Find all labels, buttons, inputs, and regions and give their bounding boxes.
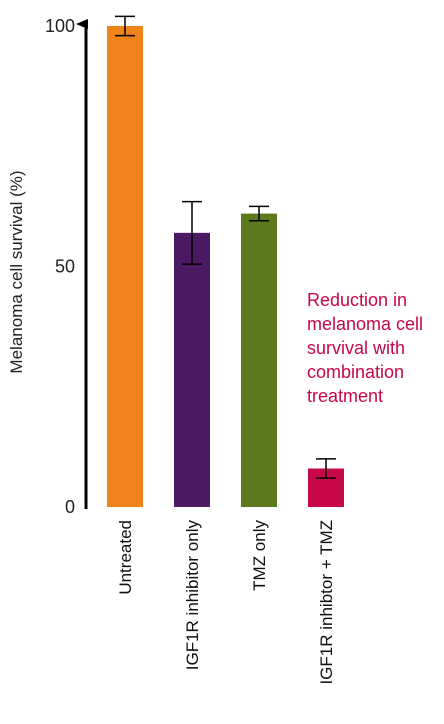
category-label-2: IGF1R inhibitor only xyxy=(183,520,202,671)
category-label-4: IGF1R inhibtor + TMZ xyxy=(317,520,336,685)
error-bar-1 xyxy=(115,15,135,37)
annotation-line-5: treatment xyxy=(307,386,383,406)
bar-2 xyxy=(174,232,210,507)
bar-1 xyxy=(107,26,143,507)
y-tick-labels: 0 50 100 xyxy=(45,16,75,517)
error-bar-3 xyxy=(249,205,269,222)
y-tick-label-50: 50 xyxy=(55,257,75,277)
annotation-line-1: Reduction in xyxy=(307,290,407,310)
y-axis-title: Melanoma cell survival (%) xyxy=(7,170,26,373)
error-bars-layer xyxy=(115,15,336,479)
bars-layer xyxy=(107,26,344,507)
error-bar-2 xyxy=(182,200,202,265)
bar-3 xyxy=(241,213,277,507)
category-labels: Untreated IGF1R inhibitor only TMZ only IGF… xyxy=(116,520,336,685)
y-tick-label-0: 0 xyxy=(65,497,75,517)
annotation-line-2: melanoma cell xyxy=(307,314,423,334)
error-bar-4 xyxy=(316,458,336,479)
annotation-text: Reduction in melanoma cell survival with co… xyxy=(307,290,423,406)
category-label-3: TMZ only xyxy=(250,520,269,591)
annotation-line-3: survival with xyxy=(307,338,405,358)
category-label-1: Untreated xyxy=(116,520,135,595)
annotation-line-4: combination xyxy=(307,362,404,382)
y-tick-label-100: 100 xyxy=(45,16,75,36)
